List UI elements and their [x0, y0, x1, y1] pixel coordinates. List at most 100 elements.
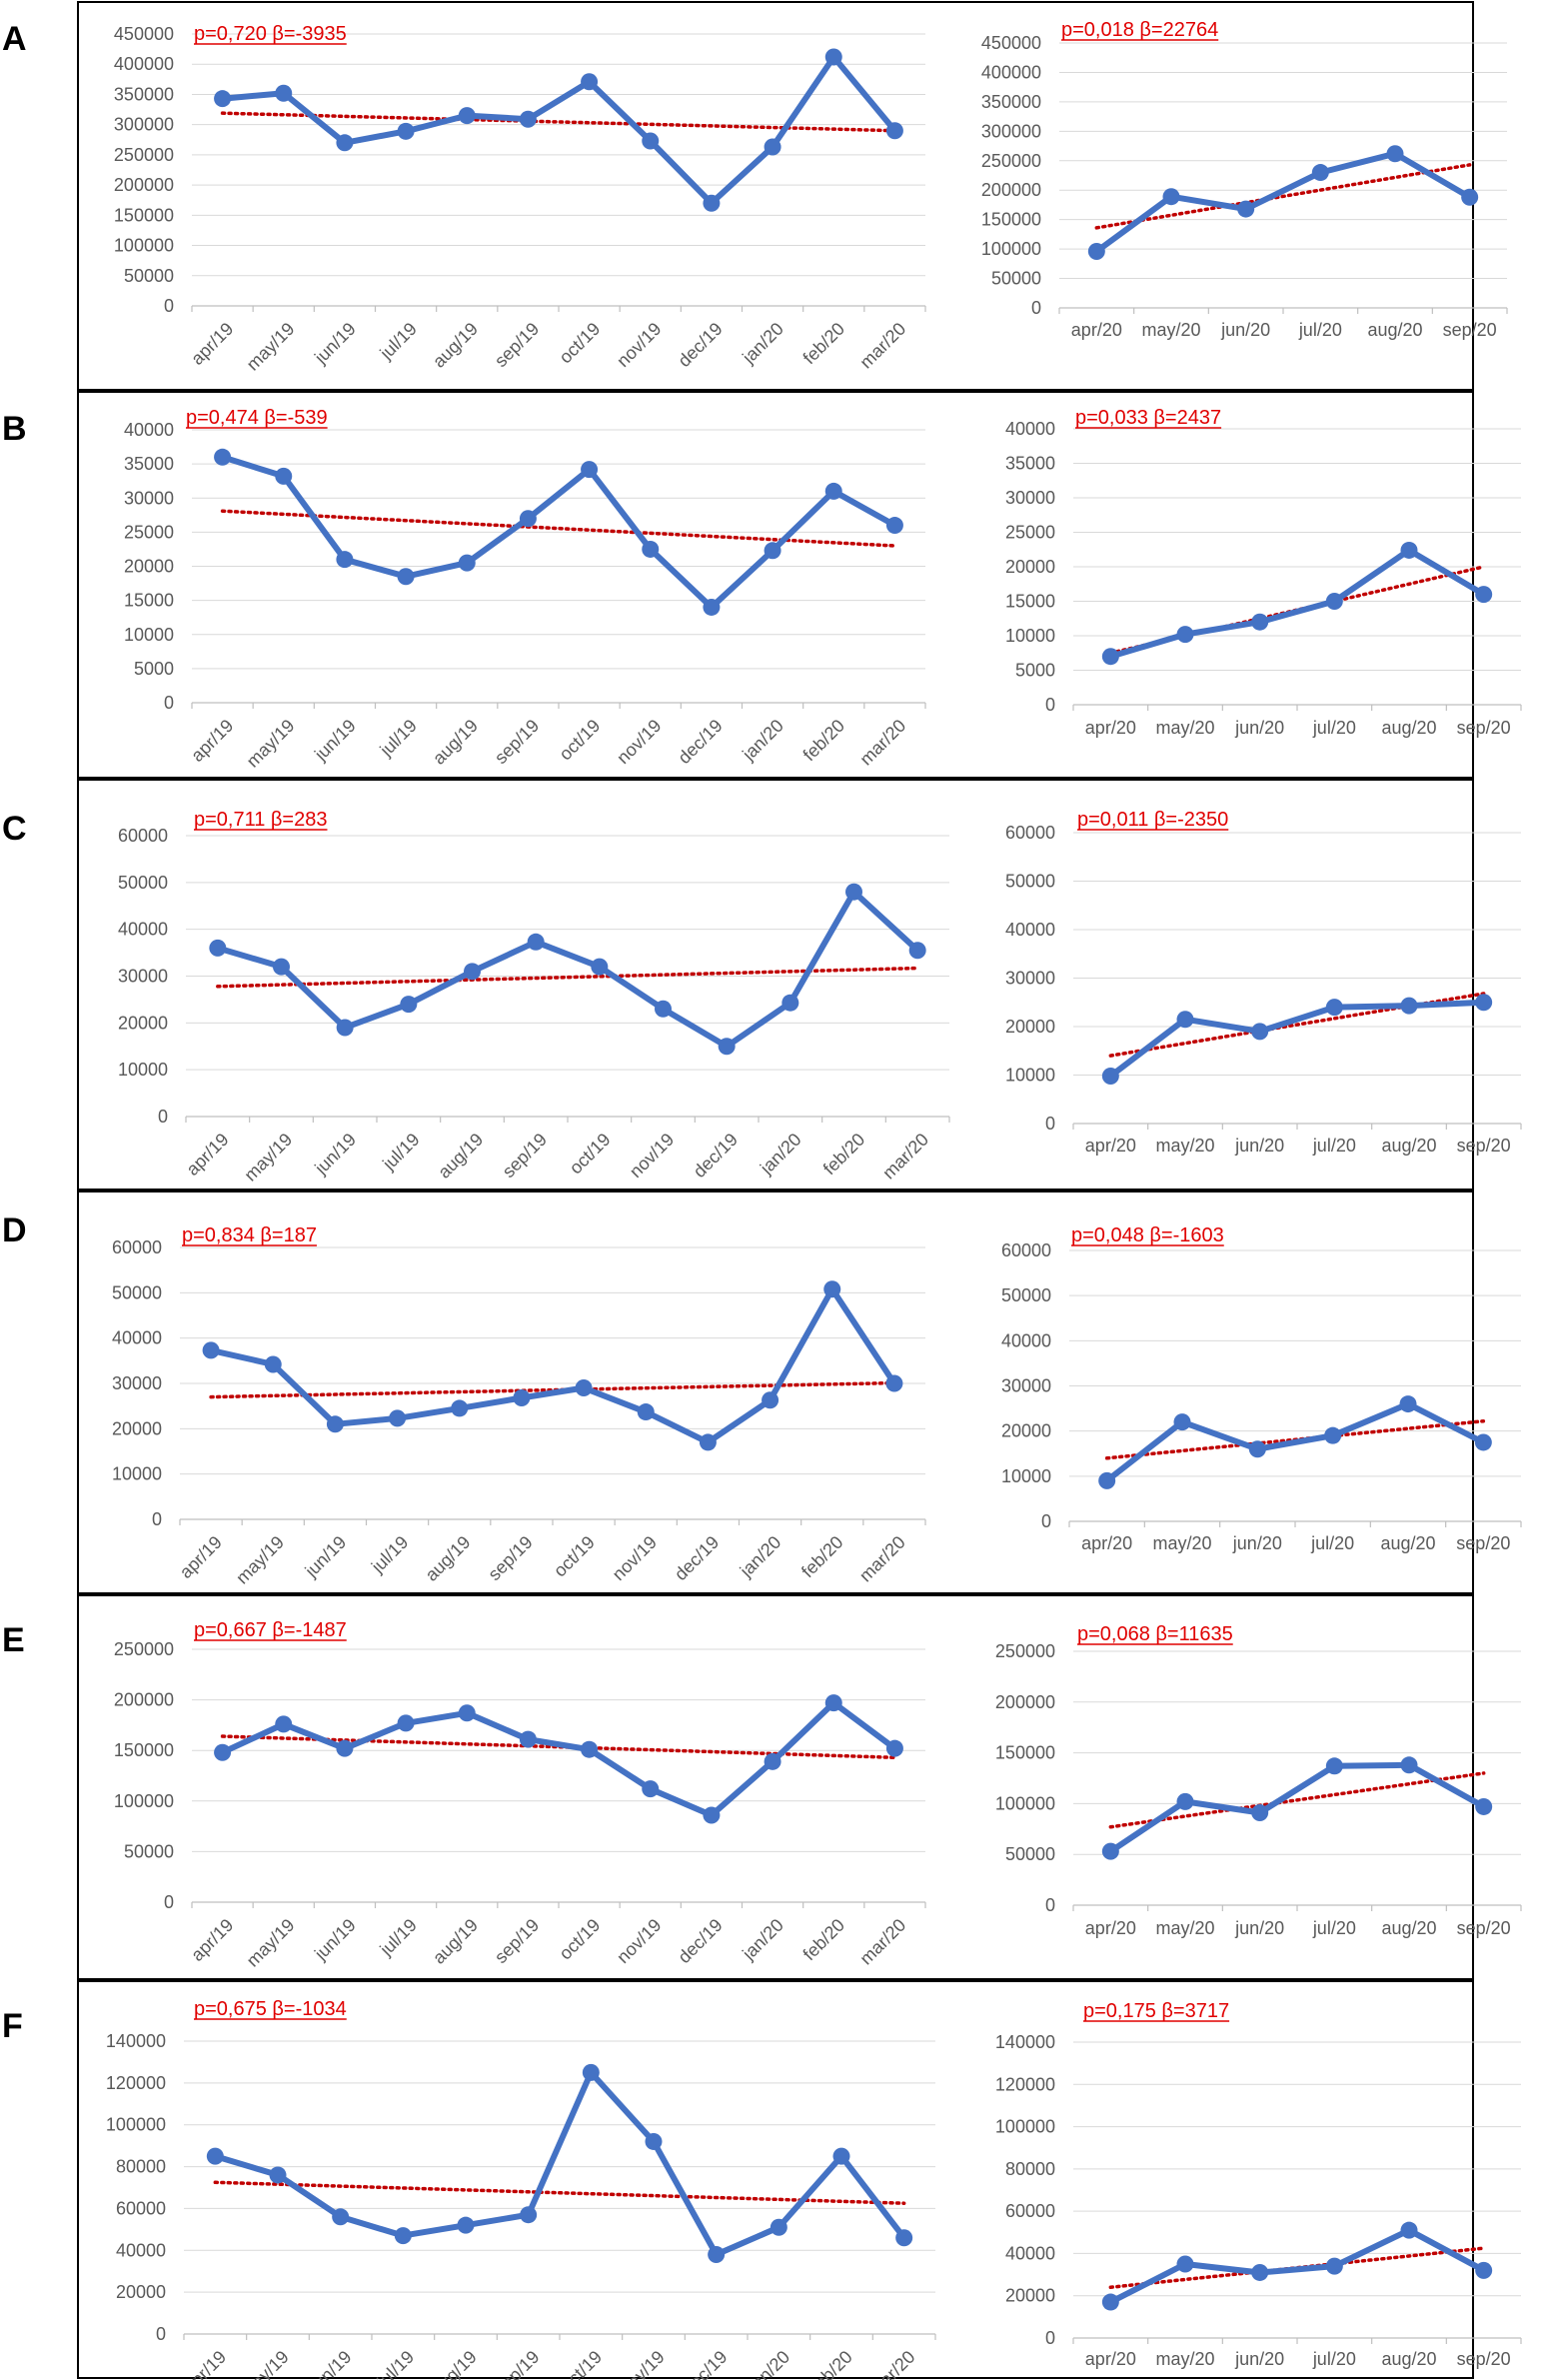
data-point — [1237, 200, 1255, 218]
y-tick-label: 0 — [1045, 695, 1055, 715]
x-tick-label: dec/19 — [690, 1130, 742, 1182]
stat-annotation: p=0,711 β=283 — [194, 809, 327, 831]
data-point — [397, 122, 415, 140]
data-point — [1474, 1433, 1492, 1451]
data-point — [781, 994, 799, 1012]
panel-letter: E — [2, 1621, 25, 1659]
data-point — [762, 1391, 779, 1409]
x-tick-label: jul/19 — [376, 319, 421, 364]
x-tick-label: may/19 — [232, 1532, 288, 1588]
y-tick-label: 60000 — [1005, 823, 1055, 843]
x-tick-label: apr/19 — [182, 1130, 232, 1180]
data-point — [1475, 2261, 1493, 2279]
y-tick-label: 40000 — [124, 420, 174, 440]
data-point — [581, 1740, 599, 1758]
y-tick-label: 50000 — [124, 1841, 174, 1861]
data-point — [275, 467, 293, 485]
data-point — [451, 1399, 469, 1417]
data-point — [336, 551, 354, 569]
data-point — [581, 73, 599, 91]
data-point — [397, 1714, 415, 1732]
x-tick-label: jan/20 — [738, 319, 787, 369]
x-tick-label: oct/19 — [556, 319, 605, 368]
y-tick-label: 300000 — [981, 121, 1041, 141]
x-tick-label: oct/19 — [557, 2347, 606, 2380]
y-tick-label: 30000 — [118, 967, 168, 987]
y-tick-label: 60000 — [116, 2198, 166, 2218]
stat-annotation: p=0,018 β=22764 — [1061, 19, 1218, 41]
data-point — [1400, 541, 1418, 559]
x-tick-label: may/20 — [1155, 1136, 1214, 1156]
x-tick-label: jul/19 — [378, 1130, 423, 1175]
x-tick-label: jan/20 — [745, 2347, 794, 2380]
y-tick-label: 10000 — [1005, 1066, 1055, 1086]
y-tick-label: 150000 — [114, 1740, 174, 1760]
x-tick-label: apr/19 — [187, 716, 237, 766]
x-tick-label: aug/19 — [422, 1532, 475, 1585]
y-tick-label: 100000 — [995, 1793, 1055, 1813]
x-tick-label: may/20 — [1141, 320, 1200, 340]
y-tick-label: 100000 — [114, 236, 174, 256]
x-tick-label: sep/20 — [1456, 1533, 1510, 1553]
y-tick-label: 60000 — [112, 1237, 162, 1257]
data-point — [1251, 1023, 1269, 1041]
x-tick-label: aug/19 — [428, 2347, 481, 2380]
series-line — [216, 889, 920, 1050]
data-point — [885, 1374, 903, 1392]
y-tick-label: 0 — [158, 1107, 168, 1127]
x-tick-label: jun/20 — [1234, 718, 1284, 738]
x-tick-label: sep/20 — [1457, 2349, 1511, 2369]
data-point — [464, 963, 481, 981]
data-point — [1162, 188, 1180, 206]
x-tick-label: sep/20 — [1457, 718, 1511, 738]
x-tick-label: nov/19 — [626, 1130, 678, 1182]
trend-line — [213, 2180, 906, 2205]
series-line — [1108, 1761, 1486, 1854]
data-point — [1098, 1471, 1116, 1489]
y-tick-label: 30000 — [1005, 488, 1055, 508]
x-tick-label: may/19 — [243, 319, 299, 375]
series-line — [1094, 150, 1472, 254]
x-tick-label: jun/19 — [310, 319, 360, 369]
data-point — [637, 1403, 655, 1421]
x-tick-label: feb/20 — [819, 1130, 869, 1180]
data-point — [336, 1739, 354, 1757]
data-point — [655, 1000, 672, 1018]
y-tick-label: 10000 — [112, 1464, 162, 1484]
y-tick-label: 200000 — [114, 175, 174, 195]
x-tick-label: oct/19 — [550, 1532, 599, 1581]
data-point — [1325, 999, 1343, 1017]
y-tick-label: 400000 — [114, 54, 174, 74]
x-tick-label: oct/19 — [556, 716, 605, 765]
data-point — [397, 568, 415, 586]
y-tick-label: 30000 — [112, 1373, 162, 1393]
y-tick-label: 20000 — [1001, 1421, 1051, 1441]
data-point — [718, 1038, 736, 1056]
y-tick-label: 20000 — [1005, 1017, 1055, 1037]
x-tick-label: sep/20 — [1457, 1136, 1511, 1156]
y-tick-label: 5000 — [1015, 661, 1055, 681]
y-tick-label: 80000 — [1005, 2159, 1055, 2179]
data-point — [273, 958, 290, 976]
data-point — [1251, 1804, 1269, 1822]
y-tick-label: 0 — [164, 296, 174, 316]
x-tick-label: jul/20 — [1312, 1918, 1356, 1938]
x-tick-label: jul/20 — [1312, 718, 1356, 738]
x-tick-label: aug/20 — [1367, 320, 1422, 340]
x-tick-label: may/19 — [243, 1915, 299, 1971]
x-tick-label: jul/19 — [367, 1532, 412, 1577]
data-point — [389, 1409, 407, 1427]
series-line — [1108, 2227, 1486, 2305]
x-tick-label: aug/20 — [1381, 2349, 1436, 2369]
series-line — [214, 2069, 907, 2258]
stat-annotation: p=0,667 β=-1487 — [194, 1619, 347, 1641]
x-tick-label: apr/20 — [1085, 1918, 1136, 1938]
x-tick-label: jan/20 — [756, 1130, 805, 1180]
y-tick-label: 350000 — [114, 84, 174, 104]
x-tick-label: sep/19 — [491, 319, 543, 371]
x-tick-label: dec/19 — [674, 319, 726, 371]
y-tick-label: 80000 — [116, 2157, 166, 2177]
data-point — [394, 2227, 412, 2245]
x-tick-label: sep/19 — [484, 1532, 536, 1584]
data-point — [1325, 593, 1343, 610]
